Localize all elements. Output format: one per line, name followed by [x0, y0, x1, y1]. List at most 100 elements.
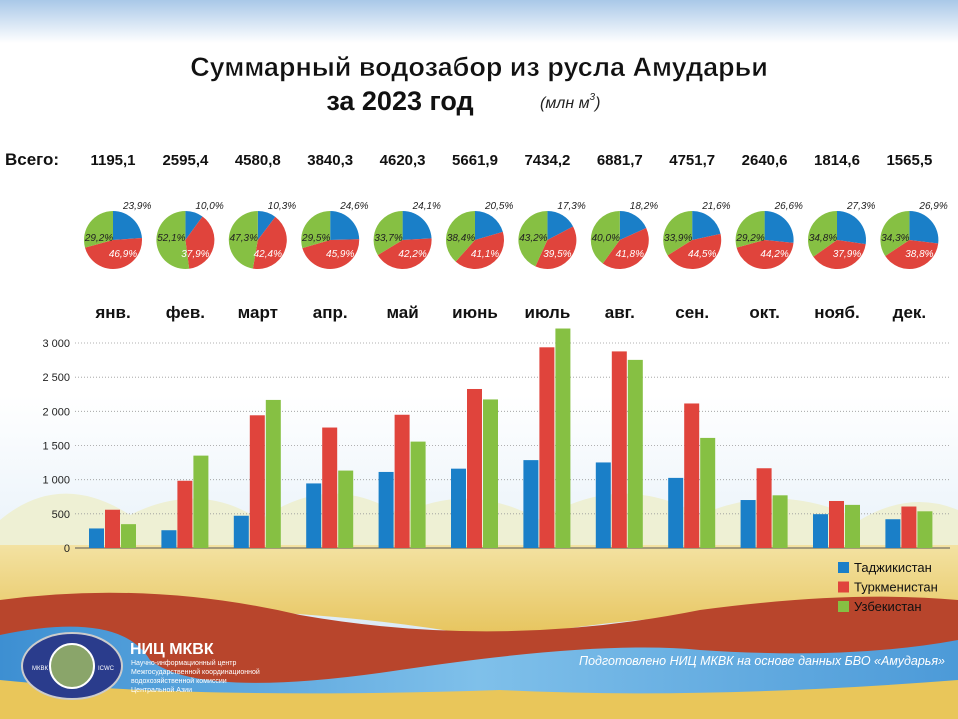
total-label: Всего:	[5, 150, 59, 169]
pie-label-tj: 10,0%	[195, 201, 223, 212]
unit-text: (млн м	[540, 95, 590, 112]
bar-uz	[121, 524, 136, 548]
pie-slice-tk	[455, 231, 504, 269]
month-label: июль	[525, 303, 571, 322]
bar-uz	[338, 470, 354, 548]
pie-label-tj: 27,3%	[846, 201, 875, 212]
org-desc-4: Центральной Азии	[131, 686, 192, 694]
pie-slice-tk	[667, 233, 722, 269]
unit-label: (млн м3)	[540, 92, 600, 112]
pie-label-uz: 47,3%	[230, 233, 258, 244]
pie-slice-tk	[736, 240, 794, 270]
pie-label-tk: 39,5%	[543, 249, 571, 260]
pie-label-tj: 21,6%	[701, 201, 730, 212]
bar-tk	[249, 415, 265, 548]
bar-tk	[105, 509, 120, 548]
bar-tj	[161, 530, 177, 548]
y-axis: 0 500 1 000 1 500 2 000 2 500 3 000	[42, 338, 950, 555]
pie-slice-tk	[602, 227, 649, 270]
legend: Таджикистан Туркменистан Узбекистан	[838, 560, 938, 614]
pie-label-uz: 29,5%	[301, 233, 330, 244]
unit-close: )	[593, 95, 600, 112]
pie-label-uz: 33,9%	[664, 233, 692, 244]
bar-tj	[813, 514, 828, 548]
pie-slice-tj	[837, 211, 866, 245]
month-label: май	[386, 303, 418, 322]
pie-slice-tj	[330, 211, 360, 240]
pie-chart: 10,3% 42,4% 47,3%	[228, 201, 296, 269]
y-tick-label: 2 500	[42, 372, 70, 384]
pie-chart: 27,3% 37,9% 34,8%	[808, 201, 875, 270]
pie-slice-tj	[692, 211, 721, 240]
title-line1: Суммарный водозабор из русла Амударьи	[190, 52, 768, 82]
bar-tk	[322, 427, 338, 548]
bar-tk	[611, 351, 627, 548]
bar-uz	[265, 399, 281, 548]
pie-charts: 23,9% 46,9% 29,2% 10,0% 37,9% 52,1% 10,3% 42,4%…	[84, 201, 948, 270]
pie-label-tk: 37,9%	[181, 249, 209, 260]
month-labels: янв. фев. март апр. май июнь июль авг. сен. окт. н…	[94, 303, 926, 322]
pie-label-tk: 44,2%	[760, 249, 788, 260]
pie-slice-tk	[813, 240, 866, 270]
pie-slice-tk	[85, 238, 142, 270]
month-label: авг.	[605, 303, 635, 322]
bar-uz	[772, 495, 788, 548]
org-desc-2: Межгосударственной координационной	[131, 668, 260, 676]
title-line2: за 2023 год	[326, 86, 473, 116]
pie-slice-tj	[475, 211, 503, 240]
pie-slice-uz	[590, 211, 620, 264]
pie-label-tj: 24,1%	[412, 201, 441, 212]
bar-tk	[539, 347, 555, 548]
bar-tj	[885, 519, 901, 548]
pie-label-tj: 23,9%	[122, 201, 151, 212]
pie-slice-tj	[909, 211, 939, 244]
bar-tj	[740, 500, 756, 548]
pie-label-uz: 40,0%	[592, 233, 620, 244]
pie-label-uz: 33,7%	[374, 233, 402, 244]
pie-slice-uz	[808, 211, 837, 257]
bar-uz	[917, 511, 933, 548]
pie-label-uz: 34,8%	[809, 233, 837, 244]
bar-uz	[700, 437, 716, 548]
pie-label-tk: 44,5%	[688, 249, 716, 260]
month-label: март	[238, 303, 278, 322]
pie-label-tk: 45,9%	[326, 249, 354, 260]
org-desc-1: Научно-информационный центр	[131, 659, 236, 667]
month-label: нояб.	[814, 303, 860, 322]
pie-label-tj: 26,9%	[918, 201, 947, 212]
pie-label-tj: 20,5%	[484, 201, 513, 212]
pie-label-uz: 43,2%	[519, 233, 547, 244]
month-label: фев.	[166, 303, 205, 322]
pie-label-tk: 42,4%	[254, 249, 282, 260]
total-value: 1195,1	[90, 152, 135, 169]
bar-tk	[684, 403, 700, 548]
bar-uz	[555, 328, 571, 548]
month-label: янв.	[94, 303, 130, 322]
pie-slice-uz	[156, 211, 190, 269]
y-tick-label: 1 500	[42, 441, 70, 453]
logo-text-right: ICWC	[98, 666, 115, 672]
pie-label-tk: 37,9%	[833, 249, 861, 260]
pie-chart: 24,6% 45,9% 29,5%	[301, 201, 369, 269]
pie-chart: 23,9% 46,9% 29,2%	[84, 201, 151, 270]
pie-slice-tk	[535, 226, 577, 269]
title-year: за 2023 год	[326, 86, 473, 116]
pie-label-tj: 18,2%	[630, 201, 658, 212]
month-label: июнь	[452, 303, 498, 322]
month-label: сен.	[675, 303, 709, 322]
legend-label-tk: Туркменистан	[854, 580, 938, 595]
bar-tj	[668, 477, 684, 548]
pie-label-uz: 38,4%	[447, 233, 475, 244]
month-label: дек.	[893, 303, 926, 322]
bar-tk	[467, 388, 482, 548]
pie-label-uz: 29,2%	[735, 233, 764, 244]
pie-label-uz: 34,3%	[881, 233, 909, 244]
pie-chart: 24,1% 42,2% 33,7%	[373, 201, 441, 269]
pie-label-tj: 24,6%	[339, 201, 368, 212]
pie-slice-tk	[302, 239, 360, 269]
bar-tj	[523, 460, 539, 548]
bar-uz	[627, 359, 643, 548]
bar-uz	[193, 455, 209, 548]
